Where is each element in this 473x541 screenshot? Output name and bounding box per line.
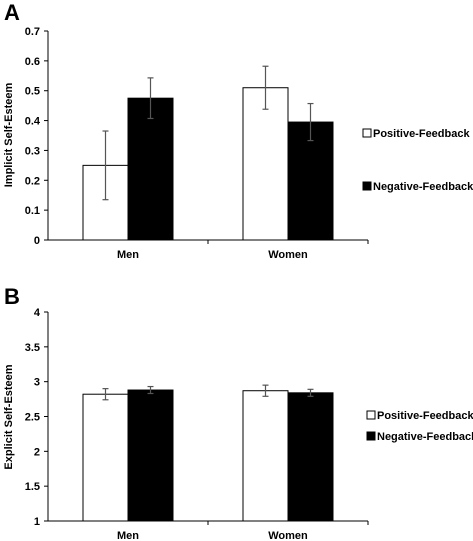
category-label: Women [268,249,308,261]
y-tick-label: 2.5 [25,412,40,424]
bar [287,121,334,241]
legend-label: Negative-Feedback [377,431,473,443]
plot-area-a: 0 0.1 0.2 0.3 0.4 0.5 0.6 0.7 Men Women Positive-F… [25,26,473,261]
chart-panel-b: B Explicit Self-Esteem 1 1.5 2 2.5 3 3.5 4 Men W… [3,284,473,541]
legend-label: Negative-Feedback [373,181,473,193]
y-axis-label-b: Explicit Self-Esteem [3,364,15,469]
y-tick-label: 0 [34,235,40,247]
legend-swatch [362,181,372,191]
y-tick-label: 1 [34,516,40,528]
panel-letter-b: B [4,284,20,309]
y-tick-label: 2 [34,446,40,458]
bar [127,389,174,522]
legend-swatch [362,128,372,138]
category-label: Men [117,530,139,541]
y-tick-label: 0.7 [25,26,40,38]
y-axis-label-a: Implicit Self-Esteem [3,83,15,188]
legend-swatch [366,431,376,441]
bar [242,87,289,241]
y-tick-label: 0.3 [25,145,40,157]
bar [82,393,129,522]
y-tick-label: 0.4 [25,116,41,128]
legend-label: Positive-Feedback [373,128,470,140]
y-tick-label: 0.2 [25,175,40,187]
bar [242,390,289,522]
panel-letter-a: A [4,0,20,25]
plot-area-b: 1 1.5 2 2.5 3 3.5 4 Men Women Positive-Feedback Ne… [25,307,473,541]
y-tick-label: 1.5 [25,481,40,493]
chart-panel-a: A Implicit Self-Esteem 00.10.20.30.40.50… [3,0,473,261]
y-tick-label: 0.1 [25,205,40,217]
legend-swatch [366,410,376,420]
bar [287,392,334,522]
category-label: Women [268,530,308,541]
category-label: Men [117,249,139,261]
y-tick-label: 0.5 [25,86,40,98]
bar [127,97,174,241]
y-tick-label: 3.5 [25,342,40,354]
y-tick-label: 4 [34,307,41,319]
y-tick-label: 0.6 [25,56,40,68]
legend-label: Positive-Feedback [377,410,473,422]
y-tick-label: 3 [34,377,40,389]
